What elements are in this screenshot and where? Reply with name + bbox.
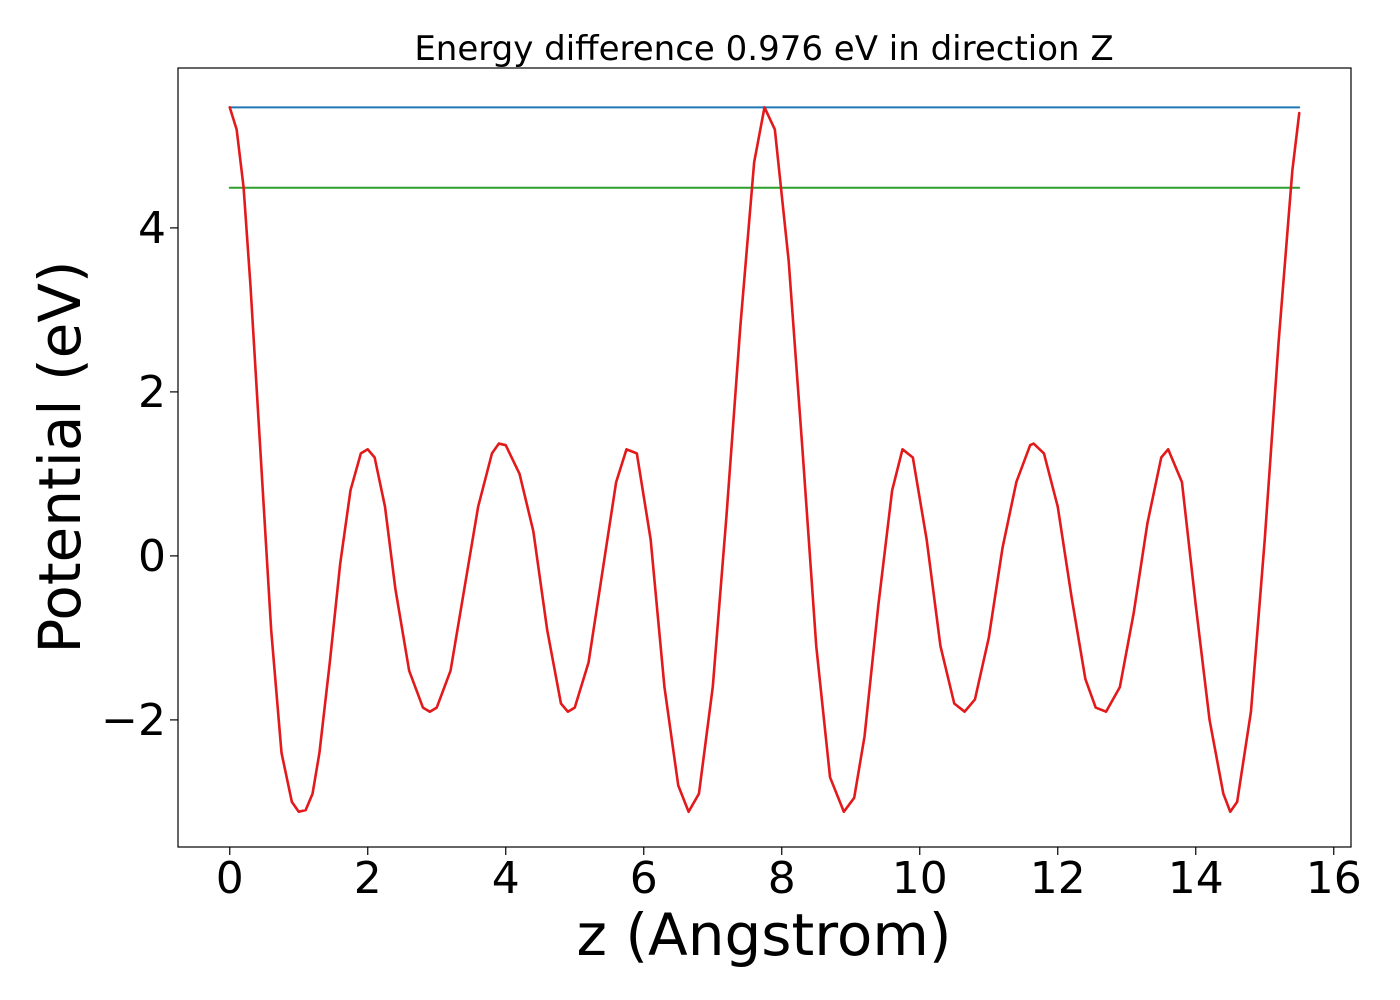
x-tick-label: 14: [1168, 853, 1224, 904]
x-tick-label: 2: [354, 853, 382, 904]
x-tick-label: 4: [492, 853, 520, 904]
y-axis: −2 0 2 4: [101, 203, 178, 746]
x-axis-title: z (Angstrom): [577, 901, 952, 969]
x-axis: 0 2 4 6 8 10 12 14 16: [216, 847, 1362, 904]
series-line-potential: [228, 106, 1301, 814]
x-tick-label: 16: [1306, 853, 1362, 904]
x-tick-label: 0: [216, 853, 244, 904]
chart-title: Energy difference 0.976 eV in direction …: [414, 29, 1113, 69]
series-layer: [228, 106, 1301, 814]
x-tick-label: 8: [768, 853, 796, 904]
y-tick-label: 2: [138, 367, 166, 418]
x-tick-label: 12: [1030, 853, 1086, 904]
x-tick-label: 6: [630, 853, 658, 904]
plot-frame: [177, 67, 1352, 848]
y-axis-title: Potential (eV): [26, 260, 94, 653]
y-tick-label: 4: [138, 203, 166, 254]
plot-area: [177, 67, 1352, 848]
y-tick-label: −2: [101, 695, 166, 746]
x-tick-label: 10: [892, 853, 948, 904]
y-tick-label: 0: [138, 531, 166, 582]
